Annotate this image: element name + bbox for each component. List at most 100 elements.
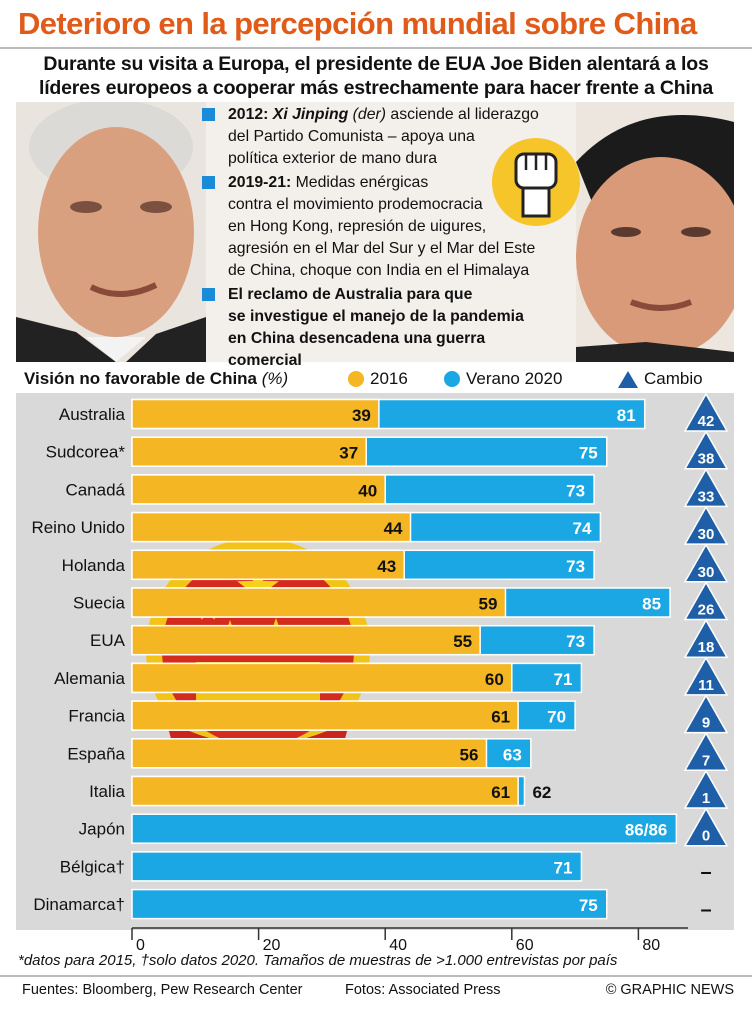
category-label: Alemania (54, 669, 125, 688)
bullet-australia: El reclamo de Australia para que se inve… (200, 284, 560, 372)
title-bar: Deterioro en la percepción mundial sobre… (0, 0, 752, 49)
x-tick-label: 60 (516, 937, 534, 954)
change-value: 18 (698, 639, 715, 656)
sources-text: Fuentes: Bloomberg, Pew Research Center (22, 982, 303, 998)
category-label: EUA (90, 631, 126, 650)
x-tick-label: 20 (263, 937, 281, 954)
change-value: 7 (702, 752, 710, 769)
bullet-2019-line3: en Hong Kong, represión de uigures, (228, 218, 487, 235)
xi-photo (576, 102, 734, 362)
bar-2016 (131, 549, 405, 581)
value-label-2020: 74 (572, 519, 591, 538)
legend-2020-swatch (444, 371, 460, 387)
value-label-2020: 81 (617, 406, 636, 425)
photo-panel (16, 102, 734, 362)
bar-2020 (131, 888, 608, 920)
bullet-2019-text: Medidas enérgicas (295, 174, 429, 191)
category-label: Italia (89, 782, 125, 801)
category-label: Canadá (65, 480, 125, 499)
bullet-australia-line1: El reclamo de Australia para que (228, 286, 473, 303)
value-label-2020: 71 (554, 670, 573, 689)
bullet-2012-text: asciende al liderazgo (390, 106, 539, 123)
biden-photo (16, 102, 206, 362)
bullet-2019-line2: contra el movimiento prodemocracia (228, 196, 483, 213)
value-label-2020: 75 (579, 444, 598, 463)
category-label: Bélgica† (60, 857, 125, 876)
subtitle-line-2: líderes europeos a cooperar más estrecha… (38, 77, 713, 99)
value-label-2020: 71 (554, 858, 573, 877)
value-label-2016: 61 (491, 783, 510, 802)
bar-2020 (131, 851, 583, 882)
category-label: Reino Unido (31, 518, 125, 537)
bar-2016 (131, 436, 367, 467)
chart-legend: Visión no favorable de China (%) 2016 Ve… (16, 365, 746, 393)
legend-2020-label: Verano 2020 (466, 369, 563, 388)
bar-2016 (131, 511, 412, 543)
category-label: Suecia (73, 594, 126, 613)
bullet-australia-line3: en China desencadena una guerra comercia… (228, 330, 486, 369)
change-value: 30 (698, 564, 715, 581)
bar-2016 (131, 398, 380, 430)
blue-square-icon (202, 108, 215, 121)
bar-2016 (131, 775, 519, 807)
bullet-2012-aside: (der) (352, 106, 387, 123)
blue-square-icon (202, 176, 215, 189)
legend-2016-label: 2016 (370, 369, 408, 388)
bullet-2012-line3: política exterior de mano dura (228, 150, 437, 167)
bullet-2019-line5: de China, choque con India en el Himalay… (228, 262, 530, 279)
value-label-2016: 44 (384, 519, 403, 538)
photo-illustrations (16, 102, 734, 362)
bar-2016 (131, 662, 513, 694)
value-label-2016: 40 (358, 481, 377, 500)
value-label-2016: 61 (491, 708, 510, 727)
value-label-2016: 56 (460, 745, 479, 764)
category-label: Dinamarca† (33, 895, 125, 914)
category-label: Holanda (62, 556, 126, 575)
x-tick-label: 40 (389, 937, 407, 954)
bar-2016 (131, 474, 386, 505)
legend-title: Visión no favorable de China (%) (24, 369, 288, 389)
graphic-news-credit: © GRAPHIC NEWS (605, 982, 734, 998)
bar-2020 (131, 813, 678, 844)
bar-2016 (131, 624, 481, 656)
category-label: Francia (68, 707, 125, 726)
change-missing: – (700, 899, 711, 921)
x-tick-label: 0 (136, 937, 145, 954)
footnote: *datos para 2015, †solo datos 2020. Tama… (18, 952, 618, 969)
bullet-2012-line2: del Partido Comunista – apoya una (228, 128, 475, 145)
legend-change-label: Cambio (644, 369, 703, 388)
change-value: 9 (702, 715, 710, 732)
bullet-list: 2012: Xi Jinping (der) asciende al lider… (200, 104, 560, 374)
legend-change-triangle-icon (618, 371, 638, 388)
change-value: 26 (698, 602, 715, 619)
change-value: 42 (698, 413, 715, 430)
value-label-2016: 59 (479, 595, 498, 614)
bullet-2019-line4: agresión en el Mar del Sur y el Mar del … (228, 240, 536, 257)
blue-square-icon (202, 288, 215, 301)
bullet-2019-lead: 2019-21: (228, 174, 292, 191)
fist-icon (492, 138, 580, 226)
bullet-australia-line2: se investigue el manejo de la pandemia (228, 308, 524, 325)
category-label: Australia (59, 405, 126, 424)
value-label-2016: 43 (377, 557, 396, 576)
category-label: España (67, 744, 125, 763)
change-missing: – (700, 861, 711, 883)
change-value: 0 (702, 828, 710, 845)
photo-credit: Fotos: Associated Press (345, 982, 501, 998)
change-triangle-icon (683, 807, 729, 847)
category-label: Sudcorea* (46, 443, 126, 462)
change-value: 33 (698, 488, 715, 505)
bar-2016 (131, 700, 519, 731)
bullet-2012-lead: 2012: (228, 106, 269, 123)
value-label-2016: 55 (453, 632, 472, 651)
bullet-2012-name: Xi Jinping (272, 106, 349, 123)
bullet-2019-21: 2019-21: Medidas enérgicas contra el mov… (200, 172, 560, 282)
value-label-2020: 73 (566, 557, 585, 576)
legend-unit: (%) (261, 369, 289, 388)
bullet-2012: 2012: Xi Jinping (der) asciende al lider… (200, 104, 560, 170)
legend-2016-swatch (348, 371, 364, 387)
bar-2016 (131, 587, 507, 618)
subtitle: Durante su visita a Europa, el president… (10, 52, 742, 100)
value-label-2016: 37 (339, 444, 358, 463)
value-label-2020: 63 (503, 745, 522, 764)
